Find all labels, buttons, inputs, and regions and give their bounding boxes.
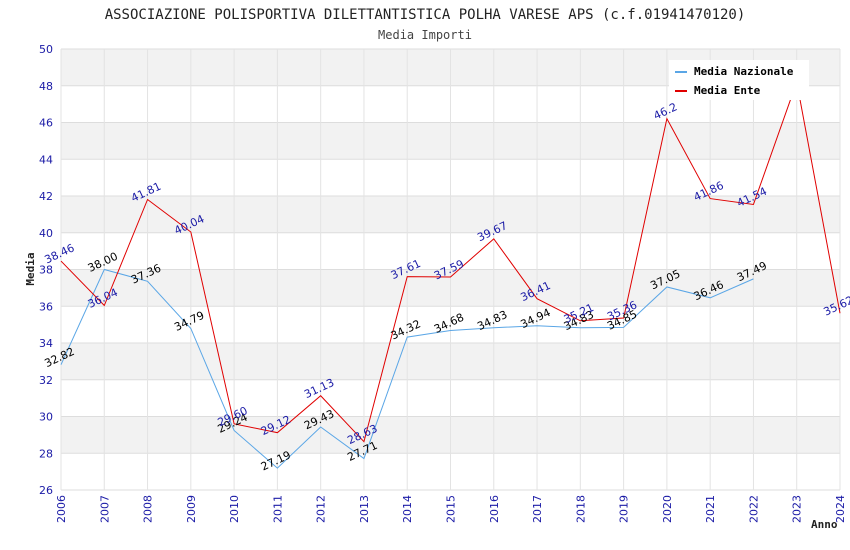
series-lines xyxy=(60,80,841,469)
x-tick-label: 2011 xyxy=(271,495,284,523)
legend-label-media-ente: Media Ente xyxy=(694,84,761,97)
x-tick-label: 2020 xyxy=(661,495,674,523)
x-tick-label: 2009 xyxy=(185,495,198,523)
x-axis-ticks: 2006 2007 2008 2009 2010 2011 2012 2013 2014 2015… xyxy=(55,495,847,523)
x-tick-label: 2016 xyxy=(488,495,501,523)
x-tick-label: 2024 xyxy=(834,495,847,523)
x-tick-label: 2019 xyxy=(618,495,631,523)
y-tick-label: 40 xyxy=(39,227,53,240)
series-line-media-ente xyxy=(60,80,841,443)
data-label: 46.2 xyxy=(652,100,680,122)
x-tick-label: 2014 xyxy=(401,495,414,523)
legend-box xyxy=(669,60,809,100)
y-tick-label: 50 xyxy=(39,43,53,56)
data-label: 38.46 xyxy=(42,241,76,266)
x-tick-label: 2012 xyxy=(315,495,328,523)
x-tick-label: 2010 xyxy=(228,495,241,523)
y-tick-label: 48 xyxy=(39,80,53,93)
x-tick-label: 2017 xyxy=(531,495,544,523)
data-label: 34.79 xyxy=(172,309,206,334)
y-tick-label: 36 xyxy=(39,300,53,313)
x-tick-label: 2022 xyxy=(747,495,760,523)
y-tick-label: 42 xyxy=(39,190,53,203)
y-tick-label: 28 xyxy=(39,447,53,460)
x-tick-label: 2018 xyxy=(574,495,587,523)
data-label: 34.32 xyxy=(389,317,423,342)
y-tick-label: 34 xyxy=(39,337,53,350)
y-tick-label: 26 xyxy=(39,484,53,497)
chart-title: ASSOCIAZIONE POLISPORTIVA DILETTANTISTIC… xyxy=(105,7,746,23)
x-tick-label: 2007 xyxy=(98,495,111,523)
grid-lines xyxy=(60,48,841,491)
x-tick-label: 2006 xyxy=(55,495,68,523)
y-tick-label: 46 xyxy=(39,117,53,130)
y-tick-label: 32 xyxy=(39,374,53,387)
chart-subtitle: Media Importi xyxy=(378,28,472,42)
data-label: 34.94 xyxy=(519,306,553,331)
x-tick-label: 2013 xyxy=(358,495,371,523)
x-tick-label: 2008 xyxy=(142,495,155,523)
y-axis-label: Media xyxy=(24,252,37,285)
y-tick-label: 30 xyxy=(39,411,53,424)
y-axis-ticks: 26 28 30 32 34 36 38 40 42 44 46 48 50 xyxy=(39,43,53,497)
data-label: 34.83 xyxy=(475,308,509,333)
x-tick-label: 2023 xyxy=(791,495,804,523)
data-label: 34.68 xyxy=(432,311,466,336)
y-tick-label: 44 xyxy=(39,153,53,166)
y-tick-label: 38 xyxy=(39,264,53,277)
legend-label-media-nazionale: Media Nazionale xyxy=(694,65,794,78)
x-axis-label: Anno xyxy=(811,518,838,531)
x-tick-label: 2015 xyxy=(445,495,458,523)
legend: Media Nazionale Media Ente xyxy=(669,60,809,100)
x-tick-label: 2021 xyxy=(704,495,717,523)
series-line-media-nazionale xyxy=(60,268,754,469)
